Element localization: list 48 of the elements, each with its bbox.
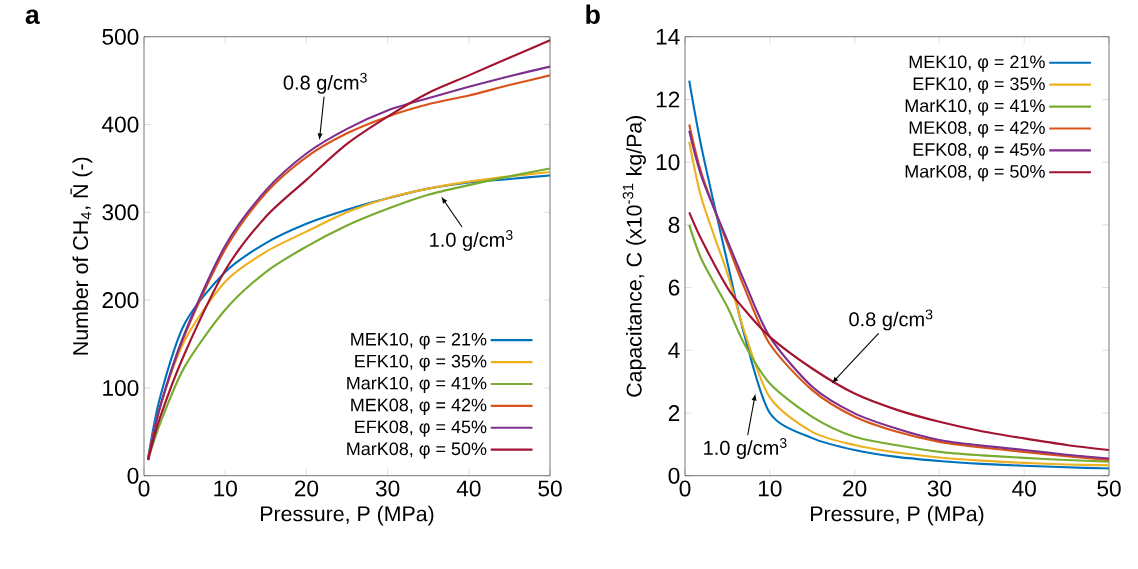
x-tick-label: 10 — [758, 480, 782, 497]
y-tick-label: 2 — [668, 405, 680, 422]
x-tick-label: 20 — [843, 480, 867, 497]
annotation: 1.0 g/cm$^{3}$ — [704, 438, 787, 460]
y-axis-title: Capacitance, C (x10$^{-31}$ kg/Pa) — [622, 116, 646, 397]
y-tick-label: 300 — [102, 204, 139, 221]
y-tick-label: 12 — [656, 91, 680, 108]
x-tick-label: 40 — [456, 480, 481, 497]
y-tick-label: 200 — [102, 292, 139, 309]
y-tick-label: 4 — [668, 342, 680, 359]
y-tick-label: 8 — [668, 216, 680, 234]
x-tick-label: 10 — [214, 480, 237, 497]
legend-label: MEK08, φ = 42% — [351, 398, 487, 416]
legend-label: MEK08, φ = 42% — [909, 121, 1045, 138]
x-tick-label: 30 — [375, 480, 400, 497]
x-tick-label: 50 — [538, 480, 562, 497]
x-axis-title: Pressure, P (MPa) — [261, 505, 434, 526]
x-tick-label: 40 — [1012, 480, 1036, 497]
x-tick-label: 0 — [679, 480, 691, 497]
y-axis-title: Number of CH$_{4}$, N̄ (-) — [70, 157, 93, 355]
x-tick-label: 0 — [138, 480, 150, 497]
y-tick-label: 500 — [102, 28, 139, 45]
legend-label: EFK10, φ = 35% — [355, 354, 487, 372]
legend-label: MarK10, φ = 41% — [347, 376, 487, 394]
legend-label: MarK10, φ = 41% — [905, 99, 1045, 116]
x-tick-label: 20 — [294, 480, 319, 497]
y-tick-label: 0 — [668, 467, 680, 484]
legend-label: EFK08, φ = 45% — [355, 420, 487, 437]
y-tick-label: 14 — [656, 29, 680, 45]
x-tick-label: 50 — [1097, 480, 1121, 497]
legend-label: MarK08, φ = 50% — [347, 442, 487, 459]
legend-label: EFK08, φ = 45% — [913, 143, 1045, 160]
y-tick-label: 100 — [103, 380, 139, 397]
y-tick-label: 6 — [668, 279, 680, 296]
annotation: 0.8 g/cm$^{3}$ — [283, 72, 367, 94]
chart-title: b — [586, 4, 600, 25]
x-tick-label: 30 — [927, 480, 952, 497]
chart-title: a — [25, 9, 40, 25]
y-tick-label: 10 — [656, 154, 680, 171]
legend-label: MEK10, φ = 21% — [909, 55, 1045, 72]
annotation: 1.0 g/cm$^{3}$ — [430, 230, 513, 251]
legend-label: MEK10, φ = 21% — [351, 333, 487, 350]
legend-label: MarK08, φ = 50% — [905, 165, 1045, 182]
x-axis-title: Pressure, P (MPa) — [811, 505, 984, 526]
legend-label: EFK10, φ = 35% — [913, 77, 1045, 94]
annotation: 0.8 g/cm$^{3}$ — [849, 309, 933, 331]
y-tick-label: 400 — [102, 116, 139, 133]
y-tick-label: 0 — [127, 467, 139, 484]
